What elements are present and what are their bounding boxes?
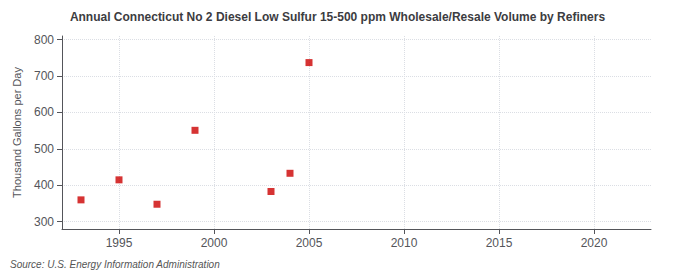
svg-text:1995: 1995 bbox=[106, 236, 133, 250]
svg-text:2020: 2020 bbox=[581, 236, 608, 250]
svg-text:2005: 2005 bbox=[296, 236, 323, 250]
svg-text:Source: U.S. Energy Informatio: Source: U.S. Energy Information Administ… bbox=[10, 259, 220, 270]
svg-text:Annual Connecticut No 2 Diesel: Annual Connecticut No 2 Diesel Low Sulfu… bbox=[70, 10, 606, 24]
svg-text:Thousand Gallons per Day: Thousand Gallons per Day bbox=[11, 67, 23, 198]
svg-text:500: 500 bbox=[34, 142, 54, 156]
svg-text:700: 700 bbox=[34, 69, 54, 83]
svg-text:2000: 2000 bbox=[201, 236, 228, 250]
svg-text:2010: 2010 bbox=[391, 236, 418, 250]
svg-text:2015: 2015 bbox=[486, 236, 513, 250]
svg-text:800: 800 bbox=[34, 33, 54, 47]
svg-text:600: 600 bbox=[34, 105, 54, 119]
svg-text:400: 400 bbox=[34, 178, 54, 192]
svg-text:300: 300 bbox=[34, 215, 54, 229]
